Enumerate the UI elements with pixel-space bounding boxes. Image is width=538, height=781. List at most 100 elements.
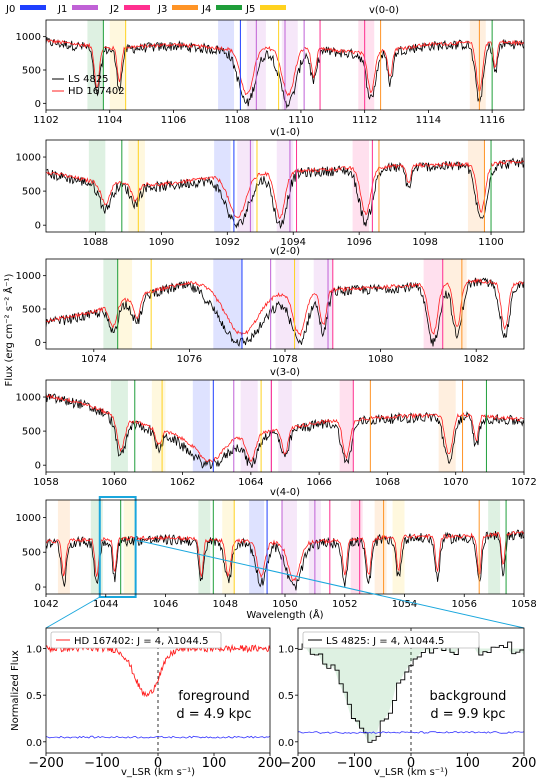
j0-shade bbox=[218, 20, 235, 110]
x-tick-label: 1054 bbox=[392, 599, 417, 610]
x-tick-label: 1090 bbox=[149, 237, 174, 248]
hd167402-spectrum bbox=[46, 278, 524, 337]
inset-legend-label: HD 167402: J = 4, λ1044.5 bbox=[74, 636, 208, 647]
y-tick-label: 0.0 bbox=[26, 738, 42, 749]
axes-frame bbox=[45, 139, 525, 233]
inset-legend-label: LS 4825: J = 4, λ1044.5 bbox=[326, 636, 444, 647]
x-tick-label: 1050 bbox=[272, 599, 297, 610]
x-tick-label: 1066 bbox=[306, 477, 331, 488]
j1-shade bbox=[275, 259, 300, 349]
normalized-flux-line bbox=[45, 643, 271, 698]
inset-annotation-distance: d = 4.9 kpc bbox=[176, 707, 251, 722]
j2-shade bbox=[350, 500, 363, 594]
y-tick-label: 0 bbox=[35, 99, 41, 110]
x-tick-label: 1112 bbox=[352, 115, 377, 126]
ls4825-spectrum bbox=[46, 157, 524, 230]
zoom-connector-right bbox=[135, 539, 525, 629]
x-tick-label: −100 bbox=[84, 756, 120, 771]
legend-label-j5: J5 bbox=[245, 4, 255, 15]
legend-swatch-j3 bbox=[172, 5, 198, 10]
panel-title: v(0-0) bbox=[369, 5, 399, 16]
zoom-box bbox=[98, 496, 137, 598]
y-tick-label: 0.5 bbox=[26, 691, 42, 702]
x-tick-label: 1060 bbox=[102, 477, 127, 488]
j4-shade bbox=[87, 20, 104, 110]
x-tick-label: 1082 bbox=[463, 354, 488, 365]
x-tick-label: 1102 bbox=[33, 115, 58, 126]
x-tick-label: 1114 bbox=[416, 115, 441, 126]
legend-label-j1: J1 bbox=[57, 4, 67, 15]
inset-x-axis-label: v_LSR (km s⁻¹) bbox=[121, 767, 195, 778]
y-tick-label: 0 bbox=[35, 583, 41, 594]
x-tick-label: 1056 bbox=[452, 599, 477, 610]
hd167402-spectrum bbox=[46, 393, 524, 463]
spectrum-panels: 1102 1104 1106 1108 1110 1112 1114 1116 0 500 1000… bbox=[16, 5, 537, 621]
x-tick-label: 1096 bbox=[346, 237, 371, 248]
x-tick-label: 1058 bbox=[33, 477, 58, 488]
x-tick-label: 1116 bbox=[479, 115, 504, 126]
legend-swatch-j5 bbox=[260, 5, 286, 10]
x-tick-label: 1088 bbox=[83, 237, 108, 248]
j4-shade bbox=[103, 259, 118, 349]
zoom-connectors bbox=[45, 539, 525, 629]
zoom-connector-left bbox=[45, 596, 101, 629]
j4-shade bbox=[110, 380, 128, 472]
x-tick-label: 1110 bbox=[288, 115, 313, 126]
x-tick-label: 1052 bbox=[332, 599, 357, 610]
x-tick-label: 1072 bbox=[511, 477, 536, 488]
x-tick-label: 1070 bbox=[443, 477, 468, 488]
x-axis-label: Wavelength (Å) bbox=[246, 608, 323, 621]
x-tick-label: 1042 bbox=[33, 599, 58, 610]
legend-label-j0: J0 bbox=[5, 4, 15, 15]
spectrum-panel-5: 1042 1044 1046 1048 1050 1052 1054 1056 1058 0 500… bbox=[16, 487, 537, 621]
y-tick-label: 500 bbox=[22, 548, 41, 559]
j1-shade bbox=[278, 380, 292, 472]
j4-shade bbox=[488, 500, 501, 594]
inset-x-axis-label: v_LSR (km s⁻¹) bbox=[374, 767, 448, 778]
legend-label-j2: J2 bbox=[109, 4, 119, 15]
x-tick-label: 0 bbox=[154, 756, 162, 771]
x-tick-label: −200 bbox=[280, 756, 316, 771]
y-tick-label: 1000 bbox=[16, 271, 41, 282]
j2-shade bbox=[352, 140, 370, 232]
spectrum-panel-3: 1074 1076 1078 1080 1082 0 500 1000 v(2-0) bbox=[16, 246, 525, 365]
j5-shade bbox=[151, 380, 166, 472]
j1-shade bbox=[240, 380, 258, 472]
j3-shade bbox=[438, 380, 456, 472]
y-tick-label: 1000 bbox=[16, 32, 41, 43]
j1-shade bbox=[281, 20, 298, 110]
y-tick-label: 1.0 bbox=[278, 645, 294, 656]
legend-label-j3: J3 bbox=[157, 4, 167, 15]
x-tick-label: 1098 bbox=[412, 237, 437, 248]
x-tick-label: 0 bbox=[407, 756, 415, 771]
y-tick-label: 500 bbox=[22, 305, 41, 316]
x-tick-label: 1092 bbox=[215, 237, 240, 248]
x-tick-label: −200 bbox=[28, 756, 64, 771]
axes-frame bbox=[45, 379, 525, 473]
x-tick-label: 1104 bbox=[97, 115, 122, 126]
panel-title: v(2-0) bbox=[270, 246, 300, 257]
x-tick-label: 1108 bbox=[224, 115, 249, 126]
y-tick-label: 500 bbox=[22, 66, 41, 77]
y-tick-label: 1.0 bbox=[26, 645, 42, 656]
spectrum-panel-4: 1058 1060 1062 1064 1066 1068 1070 1072 0 500 1000… bbox=[16, 367, 537, 488]
y-tick-label: 0 bbox=[35, 221, 41, 232]
inset-annotation-distance: d = 9.9 kpc bbox=[430, 707, 505, 722]
j3-shade bbox=[57, 500, 70, 594]
x-tick-label: 200 bbox=[512, 756, 537, 771]
error-spectrum-line bbox=[45, 735, 271, 739]
x-tick-label: 1080 bbox=[368, 354, 393, 365]
inset-annotation-role: foreground bbox=[178, 689, 250, 704]
axes-frame bbox=[45, 19, 525, 111]
y-tick-label: 1000 bbox=[16, 513, 41, 524]
legend-swatch-j2 bbox=[124, 5, 150, 10]
j3-shade bbox=[374, 500, 387, 594]
y-tick-label: 1000 bbox=[16, 153, 41, 164]
x-tick-label: 1068 bbox=[375, 477, 400, 488]
ls4825-spectrum bbox=[46, 529, 524, 591]
x-tick-label: 1100 bbox=[478, 237, 503, 248]
x-tick-label: 1078 bbox=[272, 354, 297, 365]
j5-shade bbox=[392, 500, 405, 594]
hd167402-spectrum bbox=[46, 159, 524, 219]
